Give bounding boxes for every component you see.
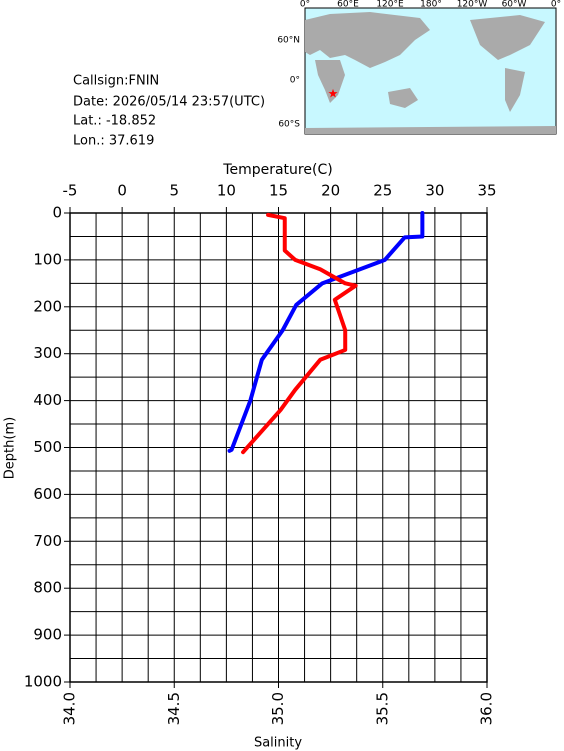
antarctica bbox=[305, 126, 556, 134]
africa bbox=[315, 60, 345, 103]
y-tick-label: 400 bbox=[33, 391, 62, 409]
y-tick-label: 200 bbox=[33, 297, 62, 315]
y-tick-label: 300 bbox=[33, 344, 62, 362]
map-lon-label: 120°E bbox=[376, 0, 404, 10]
australia bbox=[388, 88, 418, 108]
x2-axis-title: Temperature(C) bbox=[222, 162, 332, 178]
y-tick-label: 100 bbox=[33, 250, 62, 268]
x-tick-label: 34.0 bbox=[61, 692, 79, 725]
longitude: Lon.: 37.619 bbox=[73, 134, 154, 149]
x2-tick-label: 10 bbox=[217, 182, 236, 200]
north-america bbox=[470, 15, 545, 60]
x-axis-title: Salinity bbox=[254, 736, 302, 751]
y-tick-label: 1000 bbox=[24, 673, 62, 691]
x-tick-label: 35.0 bbox=[269, 692, 287, 725]
x2-tick-label: 15 bbox=[269, 182, 288, 200]
x2-tick-label: 5 bbox=[169, 182, 179, 200]
x2-tick-label: -5 bbox=[63, 182, 78, 200]
y-tick-label: 800 bbox=[33, 579, 62, 597]
map-lat-label: 60°S bbox=[278, 120, 300, 130]
callsign: Callsign:FNIN bbox=[73, 74, 159, 89]
y-tick-label: 600 bbox=[33, 485, 62, 503]
x-tick-label: 35.5 bbox=[373, 692, 391, 725]
latitude: Lat.: -18.852 bbox=[73, 114, 156, 129]
x-tick-label: 36.0 bbox=[478, 692, 496, 725]
y-tick-label: 0 bbox=[52, 204, 62, 222]
y-tick-label: 900 bbox=[33, 626, 62, 644]
south-america bbox=[505, 68, 525, 112]
y-tick-label: 700 bbox=[33, 532, 62, 550]
x2-tick-label: 30 bbox=[425, 182, 444, 200]
x2-tick-label: 0 bbox=[117, 182, 127, 200]
profile-line bbox=[241, 212, 358, 455]
map-lon-label: 0° bbox=[300, 0, 310, 10]
map-lon-label: 120°W bbox=[457, 0, 488, 10]
map-lon-label: 60°E bbox=[337, 0, 359, 10]
date: Date: 2026/05/14 23:57(UTC) bbox=[73, 95, 265, 110]
world-map: ★ bbox=[304, 7, 557, 135]
profile-line bbox=[227, 211, 425, 453]
map-lat-label: 0° bbox=[290, 76, 300, 86]
y-tick-label: 500 bbox=[33, 438, 62, 456]
y-axis-title: Depth(m) bbox=[3, 417, 18, 479]
map-lon-label: 180° bbox=[420, 0, 442, 10]
x2-tick-label: 20 bbox=[321, 182, 340, 200]
x2-tick-label: 25 bbox=[373, 182, 392, 200]
location-star: ★ bbox=[328, 87, 339, 101]
x-tick-label: 34.5 bbox=[165, 692, 183, 725]
map-lon-label: 60°W bbox=[502, 0, 527, 10]
map-lon-label: 0° bbox=[551, 0, 561, 10]
map-lat-label: 60°N bbox=[277, 36, 300, 46]
x2-tick-label: 35 bbox=[477, 182, 496, 200]
eurasia bbox=[305, 12, 430, 68]
